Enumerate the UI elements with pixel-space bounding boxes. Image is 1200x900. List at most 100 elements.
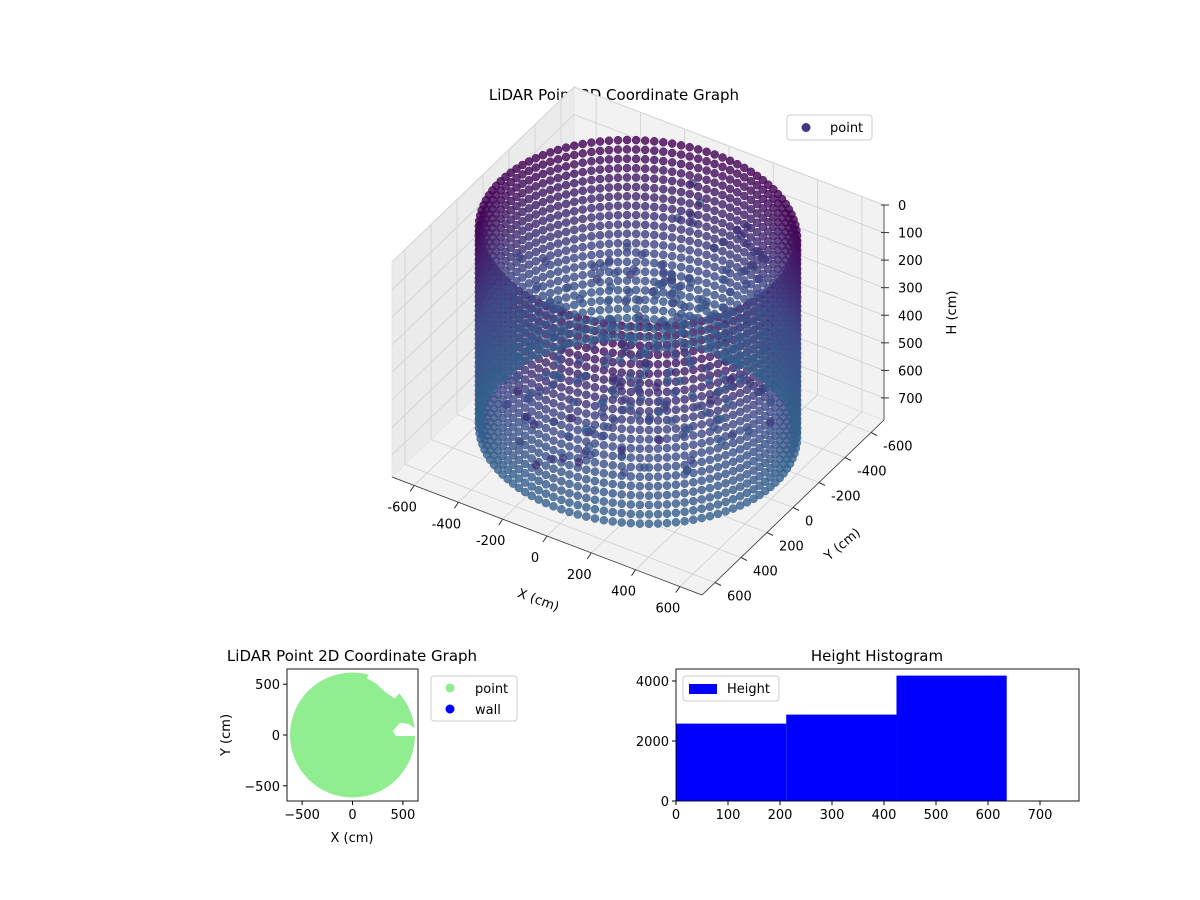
scatter3d-point bbox=[653, 519, 663, 528]
scatter3d-point bbox=[653, 500, 663, 510]
scatter3d-point bbox=[578, 233, 587, 242]
scatter3d-point bbox=[697, 504, 706, 514]
scatter3d-point bbox=[787, 303, 796, 313]
scatter3d-point bbox=[659, 166, 668, 175]
scatter3d-point bbox=[531, 219, 541, 229]
scatter3d-point bbox=[631, 238, 641, 248]
scatter3d-point bbox=[626, 490, 636, 500]
scatter3d-point bbox=[546, 288, 555, 298]
scatter3d-point bbox=[685, 274, 694, 283]
scatter3d-point bbox=[659, 278, 668, 288]
scatter3d-point bbox=[512, 373, 521, 382]
scatter3d-point bbox=[725, 175, 735, 184]
scatter3d-point bbox=[702, 297, 711, 307]
scatter3d-point bbox=[667, 204, 677, 214]
scatter3d-point bbox=[659, 203, 668, 213]
scatter3d-point bbox=[682, 350, 692, 360]
scatter3d-point bbox=[749, 485, 758, 494]
scatter3d-point bbox=[590, 504, 600, 514]
scatter3d-point bbox=[702, 344, 711, 353]
scatter3d-point bbox=[527, 454, 536, 463]
scatter3d-point bbox=[524, 241, 534, 251]
x-tick-label: 400 bbox=[611, 585, 636, 600]
scatter3d-point bbox=[693, 220, 703, 229]
scatter3d-point bbox=[561, 321, 571, 330]
scatter3d-point bbox=[541, 370, 550, 380]
scatter3d-panel: LiDAR Point 3D Coordinate Graph -600 -400… bbox=[387, 85, 960, 617]
scatter3d-point bbox=[667, 214, 677, 223]
y-tick bbox=[740, 557, 748, 561]
scatter3d-point bbox=[531, 191, 541, 200]
scatter3d-point bbox=[659, 231, 668, 241]
scatter3d-point bbox=[553, 342, 563, 351]
scatter3d-point bbox=[728, 448, 738, 457]
scatter3d-point bbox=[599, 459, 609, 469]
scatter3d-point bbox=[667, 223, 677, 233]
scatter3d-point bbox=[546, 260, 555, 270]
scatter3d-point bbox=[565, 385, 574, 395]
histogram-x-tick-label: 200 bbox=[768, 808, 793, 823]
scatter3d-point bbox=[676, 178, 686, 187]
scatter3d-point bbox=[644, 510, 654, 519]
scatter3d-point bbox=[697, 392, 706, 401]
scatter3d-point bbox=[520, 450, 530, 459]
histogram-x-tick-label: 0 bbox=[672, 808, 680, 823]
scatter3d-point bbox=[697, 354, 706, 364]
scatter3d-point bbox=[578, 205, 587, 214]
scatter3d-point bbox=[718, 284, 727, 293]
scatter3d-point bbox=[527, 435, 536, 444]
scatter3d-point bbox=[671, 433, 681, 443]
scatter3d-point bbox=[538, 310, 548, 319]
scatter3d-point bbox=[538, 216, 548, 226]
histogram-ticks: 0 100 200 300 400 500 600 700 0 2000 4000 bbox=[636, 675, 1053, 823]
scatter3d-point bbox=[702, 325, 711, 335]
scatter3d-point bbox=[508, 469, 518, 479]
scatter3d-point bbox=[718, 340, 727, 350]
scatter3d-point bbox=[546, 335, 555, 345]
scatter3d-point bbox=[728, 410, 738, 420]
scatter3d-point bbox=[635, 491, 645, 500]
scatter3d-point bbox=[531, 275, 541, 285]
scatter3d-point bbox=[667, 326, 677, 336]
scatter3d-point bbox=[518, 338, 527, 348]
scatter3d-point bbox=[671, 405, 681, 415]
scatter3d-point bbox=[527, 369, 536, 379]
scatter3d-point bbox=[518, 188, 527, 198]
scatter3d-point bbox=[513, 387, 522, 396]
scatter3d-point bbox=[534, 439, 543, 448]
scatter3d-point bbox=[587, 325, 596, 335]
scatter3d-point bbox=[717, 437, 726, 446]
scatter3d-point bbox=[595, 334, 605, 343]
scatter3d-point bbox=[713, 481, 723, 491]
scatter3d-point bbox=[561, 340, 571, 349]
scatter3d-point bbox=[752, 312, 762, 321]
scatter3d-point bbox=[561, 143, 571, 152]
scatter3d-point bbox=[575, 356, 585, 365]
scatter3d-point bbox=[626, 518, 636, 528]
scatter3d-point bbox=[553, 155, 563, 164]
x-tick bbox=[631, 569, 636, 576]
scatter3d-point bbox=[749, 419, 758, 429]
scatter3d-point bbox=[565, 470, 574, 479]
scatter2d-legend-marker-wall bbox=[445, 704, 455, 714]
scatter3d-point bbox=[676, 234, 686, 244]
y-tick-label: -400 bbox=[857, 465, 887, 480]
scatter3d-point bbox=[518, 329, 527, 338]
scatter3d-point bbox=[740, 360, 749, 369]
scatter3d-point bbox=[538, 197, 548, 207]
scatter3d-point bbox=[595, 249, 605, 259]
scatter3d-point bbox=[650, 249, 659, 259]
scatter3d-point bbox=[685, 320, 694, 330]
scatter3d-point bbox=[740, 351, 749, 360]
scatter3d-point bbox=[733, 338, 742, 347]
scatter3d-point bbox=[508, 451, 518, 460]
scatter3d-point bbox=[561, 190, 571, 199]
scatter3d-point bbox=[746, 223, 756, 233]
scatter3d-point bbox=[604, 333, 614, 342]
scatter3d-point bbox=[546, 251, 555, 260]
scatter3d-point bbox=[693, 248, 703, 257]
scatter3d-point bbox=[573, 491, 583, 500]
histogram-x-tick-label: 700 bbox=[1028, 808, 1053, 823]
scatter3d-point bbox=[787, 360, 796, 369]
scatter3d-point bbox=[693, 163, 703, 173]
